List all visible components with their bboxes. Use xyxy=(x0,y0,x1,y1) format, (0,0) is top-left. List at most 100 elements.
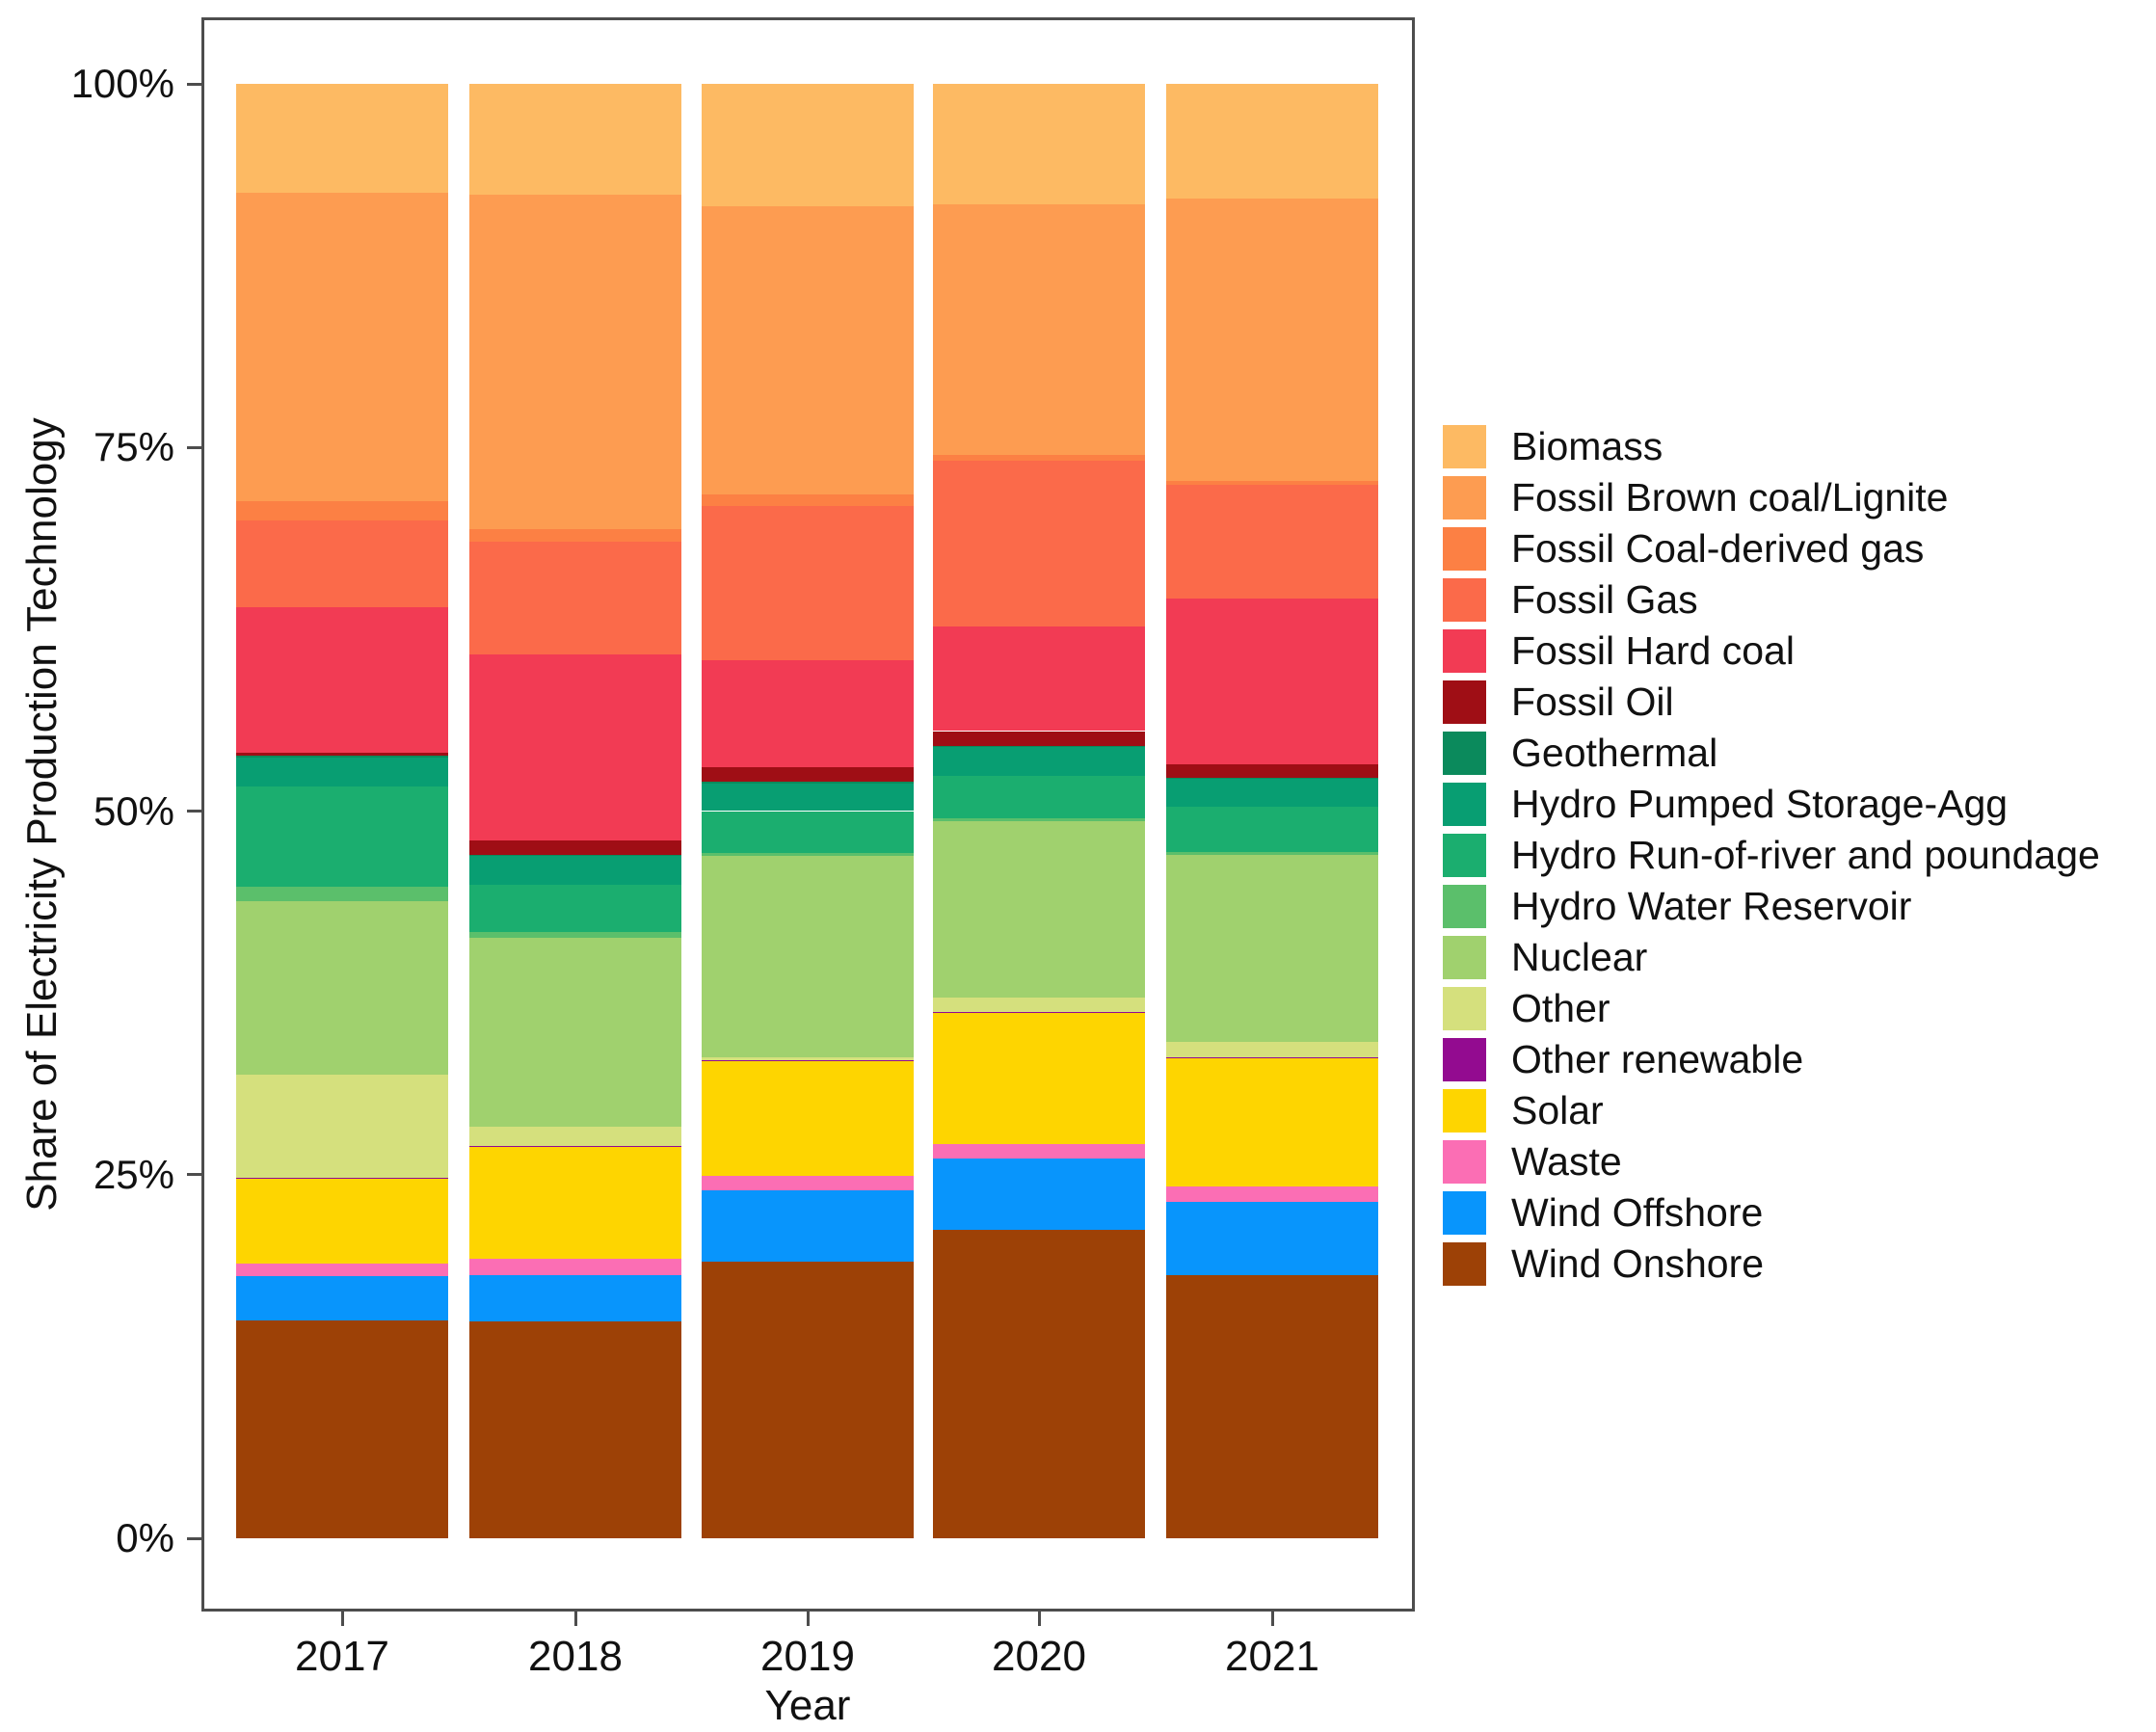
bar-segment-2017-fossil-gas xyxy=(236,520,448,608)
legend-item-fossil-oil: Fossil Oil xyxy=(1443,677,2100,728)
legend-item-nuclear: Nuclear xyxy=(1443,932,2100,983)
bar-segment-2019-hydro-water-reservoir xyxy=(702,853,914,857)
bar-segment-2019-nuclear xyxy=(702,856,914,1057)
bar-segment-2018-fossil-coal-derived-gas xyxy=(469,528,681,543)
bar-segment-2018-hydro-run-of-river-and-poundage xyxy=(469,885,681,932)
bar-segment-2017-other xyxy=(236,1074,448,1178)
bar-segment-2019-fossil-oil xyxy=(702,767,914,783)
legend-swatch xyxy=(1443,1089,1486,1132)
legend-label: Nuclear xyxy=(1511,935,1648,979)
bar-segment-2021-fossil-oil xyxy=(1166,764,1378,778)
bar-segment-2019-hydro-pumped-storage-agg xyxy=(702,783,914,812)
bar-segment-2017-fossil-oil xyxy=(236,753,448,757)
legend-item-wind-offshore: Wind Offshore xyxy=(1443,1187,2100,1239)
x-tick-mark xyxy=(1270,1612,1274,1626)
legend-swatch xyxy=(1443,578,1486,622)
bar-segment-2020-wind-onshore xyxy=(933,1230,1145,1538)
legend-swatch xyxy=(1443,1191,1486,1235)
legend-swatch xyxy=(1443,834,1486,877)
bar-segment-2020-hydro-run-of-river-and-poundage xyxy=(933,776,1145,819)
bar-segment-2018-fossil-brown-coal-lignite xyxy=(469,194,681,529)
y-tick-mark xyxy=(187,445,201,449)
x-tick-mark xyxy=(1037,1612,1041,1626)
legend-item-waste: Waste xyxy=(1443,1136,2100,1187)
bar-segment-2017-waste xyxy=(236,1263,448,1277)
legend-label: Biomass xyxy=(1511,424,1664,468)
bar-segment-2019-biomass xyxy=(702,84,914,206)
bar-segment-2017-solar xyxy=(236,1179,448,1264)
y-tick-mark xyxy=(187,1536,201,1540)
legend-item-geothermal: Geothermal xyxy=(1443,728,2100,779)
bar-segment-2020-fossil-brown-coal-lignite xyxy=(933,204,1145,455)
bar-segment-2018-waste xyxy=(469,1259,681,1275)
bar-segment-2020-fossil-oil xyxy=(933,731,1145,746)
legend-swatch xyxy=(1443,527,1486,571)
bar-segment-2017-geothermal xyxy=(236,756,448,758)
bar-segment-2018-other xyxy=(469,1126,681,1146)
legend-label: Fossil Brown coal/Lignite xyxy=(1511,475,1949,520)
bar-segment-2021-other xyxy=(1166,1042,1378,1057)
y-tick-mark xyxy=(187,1173,201,1177)
bar-segment-2020-other-renewable xyxy=(933,1011,1145,1014)
bar-segment-2017-hydro-run-of-river-and-poundage xyxy=(236,786,448,887)
legend-label: Fossil Gas xyxy=(1511,577,1698,622)
bar-segment-2017-fossil-hard-coal xyxy=(236,607,448,754)
legend-swatch xyxy=(1443,936,1486,979)
bar-segment-2018-nuclear xyxy=(469,937,681,1127)
legend-swatch xyxy=(1443,425,1486,468)
legend: Biomass Fossil Brown coal/Lignite Fossil C… xyxy=(1443,421,2100,1290)
x-tick-label-2020: 2020 xyxy=(992,1633,1086,1680)
bar-segment-2020-fossil-hard-coal xyxy=(933,626,1145,732)
legend-label: Waste xyxy=(1511,1139,1622,1184)
bar-segment-2021-fossil-brown-coal-lignite xyxy=(1166,199,1378,481)
bar-segment-2020-nuclear xyxy=(933,821,1145,998)
bar-segment-2021-wind-offshore xyxy=(1166,1202,1378,1275)
x-tick-label-2017: 2017 xyxy=(295,1633,389,1680)
legend-item-hydro-pumped-storage-agg: Hydro Pumped Storage-Agg xyxy=(1443,779,2100,830)
bar-segment-2021-hydro-pumped-storage-agg xyxy=(1166,779,1378,807)
legend-label: Geothermal xyxy=(1511,731,1718,775)
bar-segment-2019-fossil-brown-coal-lignite xyxy=(702,205,914,494)
bar-segment-2021-geothermal xyxy=(1166,777,1378,780)
legend-label: Fossil Hard coal xyxy=(1511,628,1795,673)
legend-swatch xyxy=(1443,1242,1486,1286)
bar-segment-2020-fossil-gas xyxy=(933,460,1145,626)
legend-swatch xyxy=(1443,629,1486,673)
bar-segment-2018-hydro-pumped-storage-agg xyxy=(469,856,681,886)
bar-segment-2018-fossil-hard-coal xyxy=(469,653,681,840)
bar-segment-2017-fossil-brown-coal-lignite xyxy=(236,193,448,502)
y-tick-label: 25% xyxy=(93,1151,174,1197)
bar-segment-2018-wind-onshore xyxy=(469,1321,681,1538)
bar-segment-2020-waste xyxy=(933,1144,1145,1159)
legend-label: Hydro Run-of-river and poundage xyxy=(1511,833,2100,877)
bar-segment-2017-other-renewable xyxy=(236,1177,448,1180)
bar-segment-2019-waste xyxy=(702,1176,914,1191)
bar-segment-2021-waste xyxy=(1166,1186,1378,1203)
y-tick-mark xyxy=(187,810,201,813)
bar-segment-2019-fossil-gas xyxy=(702,505,914,660)
legend-swatch xyxy=(1443,1140,1486,1184)
bar-segment-2018-fossil-gas xyxy=(469,542,681,654)
bar-segment-2021-hydro-water-reservoir xyxy=(1166,851,1378,855)
bar-segment-2021-fossil-hard-coal xyxy=(1166,599,1378,765)
bar-segment-2019-hydro-run-of-river-and-poundage xyxy=(702,811,914,854)
bar-segment-2020-geothermal xyxy=(933,745,1145,748)
bar-segment-2020-other xyxy=(933,997,1145,1012)
legend-label: Fossil Oil xyxy=(1511,679,1674,724)
legend-swatch xyxy=(1443,680,1486,724)
bar-segment-2021-biomass xyxy=(1166,84,1378,200)
legend-swatch xyxy=(1443,783,1486,826)
bar-segment-2017-nuclear xyxy=(236,901,448,1075)
bar-segment-2019-wind-onshore xyxy=(702,1262,914,1538)
bar-segment-2018-hydro-water-reservoir xyxy=(469,931,681,938)
bar-segment-2019-other xyxy=(702,1056,914,1060)
y-tick-label: 50% xyxy=(93,787,174,834)
legend-label: Wind Onshore xyxy=(1511,1241,1765,1286)
bar-segment-2018-fossil-oil xyxy=(469,839,681,855)
legend-item-biomass: Biomass xyxy=(1443,421,2100,472)
bar-segment-2019-other-renewable xyxy=(702,1059,914,1062)
bar-segment-2017-hydro-pumped-storage-agg xyxy=(236,757,448,786)
legend-swatch xyxy=(1443,1038,1486,1081)
legend-item-solar: Solar xyxy=(1443,1085,2100,1136)
